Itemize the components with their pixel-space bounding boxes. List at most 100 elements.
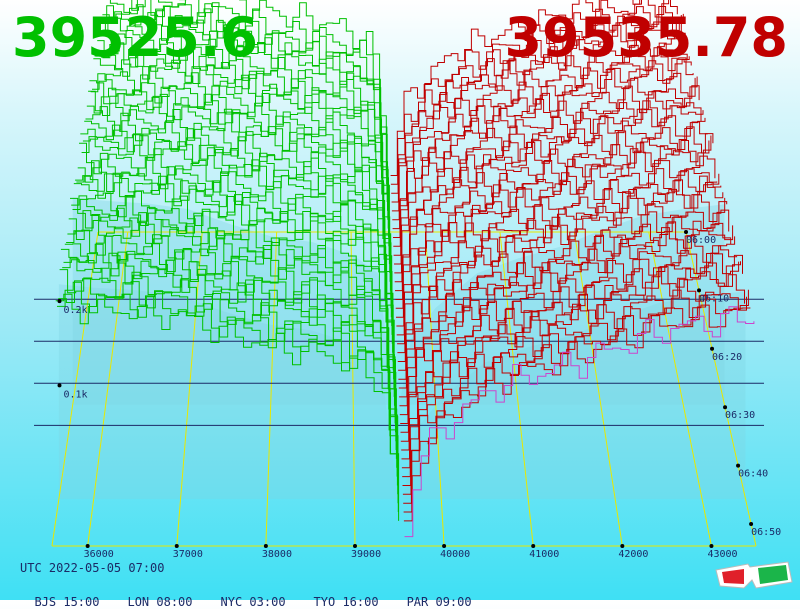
ask-depth-line bbox=[402, 261, 741, 478]
time-tick-label: 06:20 bbox=[712, 352, 742, 363]
price-tick-dot bbox=[442, 544, 447, 548]
time-tick-label: 06:10 bbox=[699, 293, 729, 304]
price-tick-dot bbox=[709, 544, 714, 548]
price-grid-line bbox=[350, 231, 356, 547]
city-time-tyo: TYO 16:00 bbox=[313, 595, 379, 609]
city-time-par: PAR 09:00 bbox=[406, 595, 472, 609]
price-grid-line bbox=[648, 231, 712, 547]
depth-tick-dot bbox=[57, 383, 62, 388]
bid-depth-line bbox=[68, 212, 396, 433]
price-grid-line bbox=[265, 231, 278, 547]
bid-depth-line bbox=[81, 133, 393, 344]
price-tick-dot bbox=[531, 544, 536, 548]
ask-depth-line bbox=[401, 253, 740, 469]
ask-depth-line bbox=[398, 170, 720, 380]
bid-depth-line bbox=[88, 90, 392, 300]
ask-depth-line bbox=[401, 245, 738, 460]
ask-depth-line bbox=[399, 201, 728, 416]
city-times: BJS 15:00 LON 08:00 NYC 03:00 TYO 16:00 PAR … bbox=[20, 581, 500, 609]
ask-depth-line bbox=[391, 0, 678, 194]
time-tick-label: 06:00 bbox=[686, 235, 716, 246]
ask-depth-line bbox=[391, 6, 680, 203]
price-tick-dot bbox=[263, 544, 268, 548]
ask-depth-line bbox=[395, 100, 702, 300]
bid-depth-line bbox=[93, 49, 390, 264]
ask-depth-line bbox=[399, 194, 726, 407]
depth-tick-label: 0.1k bbox=[64, 389, 88, 400]
time-tick-label: 06:40 bbox=[738, 469, 768, 480]
price-tick-dot bbox=[174, 544, 179, 548]
price-tick-dot bbox=[352, 544, 357, 548]
price-tick-label: 41000 bbox=[529, 549, 559, 560]
price-grid-line bbox=[573, 231, 623, 547]
time-tick-dot bbox=[710, 346, 715, 351]
ask-depth-line bbox=[396, 121, 708, 327]
ask-depth-line bbox=[393, 47, 690, 247]
price-tick-dot bbox=[620, 544, 625, 548]
price-tick-label: 42000 bbox=[618, 549, 648, 560]
ask-depth-line bbox=[403, 289, 747, 504]
bid-depth-line bbox=[79, 142, 394, 362]
bid-depth-line bbox=[55, 293, 400, 521]
ask-depth-line bbox=[398, 168, 718, 371]
ask-front-line bbox=[404, 306, 755, 538]
3d-glasses-icon[interactable] bbox=[714, 558, 794, 592]
time-tick-dot bbox=[749, 522, 754, 527]
ask-depth-line bbox=[397, 135, 712, 345]
price-tick-label: 43000 bbox=[707, 549, 737, 560]
city-time-bjs: BJS 15:00 bbox=[34, 595, 100, 609]
ask-depth-line bbox=[394, 57, 694, 265]
ask-depth-line bbox=[394, 76, 698, 283]
time-tick-label: 06:30 bbox=[725, 410, 755, 421]
depth-tick-dot bbox=[57, 299, 62, 304]
depth-lines bbox=[55, 0, 755, 538]
bid-depth-line bbox=[179, 0, 387, 176]
price-tick-label: 39000 bbox=[351, 549, 381, 560]
axis-labels: 0.1k 0.2k 36000 37000 38000 39000 40000 41000 42… bbox=[57, 230, 781, 560]
ask-depth-line bbox=[402, 274, 745, 495]
depth-tick-label: 0.2k bbox=[64, 305, 88, 316]
grid-right-edge bbox=[685, 231, 757, 547]
ask-depth-line bbox=[402, 254, 743, 486]
ask-depth-line bbox=[396, 115, 706, 318]
price-tick-label: 37000 bbox=[173, 549, 203, 560]
bid-depth-line bbox=[59, 269, 399, 495]
ask-depth-line bbox=[392, 32, 686, 230]
price-tick-label: 40000 bbox=[440, 549, 470, 560]
ask-depth-line bbox=[395, 85, 700, 292]
ask-depth-line bbox=[390, 0, 670, 185]
time-tick-dot bbox=[684, 230, 688, 234]
ask-depth-line bbox=[396, 126, 710, 336]
price-tick-label: 36000 bbox=[84, 549, 114, 560]
ask-depth-line bbox=[390, 0, 641, 176]
ask-depth-line bbox=[393, 42, 688, 238]
ask-depth-line bbox=[395, 100, 704, 309]
ask-depth-line bbox=[401, 235, 736, 451]
ask-depth-line bbox=[393, 58, 692, 256]
time-tick-dot bbox=[697, 288, 702, 293]
time-tick-dot bbox=[736, 463, 741, 468]
ask-depth-line bbox=[392, 13, 684, 221]
ask-depth-line bbox=[397, 155, 716, 362]
city-time-lon: LON 08:00 bbox=[127, 595, 193, 609]
time-tick-label: 06:50 bbox=[751, 527, 781, 538]
ask-depth-line bbox=[398, 179, 722, 389]
bid-depth-line bbox=[101, 8, 388, 211]
city-time-nyc: NYC 03:00 bbox=[220, 595, 286, 609]
ask-depth-line bbox=[400, 209, 730, 424]
price-tick-label: 38000 bbox=[262, 549, 292, 560]
price-grid-line bbox=[176, 231, 203, 547]
snapshot-fill bbox=[58, 284, 746, 499]
bid-depth-line bbox=[92, 66, 391, 273]
bid-depth-line bbox=[73, 173, 395, 397]
ask-depth-line bbox=[397, 133, 714, 354]
ask-depth-line bbox=[400, 221, 732, 433]
ask-depth-line bbox=[400, 220, 734, 442]
price-grid-line bbox=[87, 231, 129, 547]
time-tick-dot bbox=[723, 405, 728, 410]
ask-depth-line bbox=[403, 304, 751, 522]
utc-timestamp: UTC 2022-05-05 07:00 bbox=[20, 561, 165, 575]
bid-depth-line bbox=[82, 124, 393, 335]
ask-depth-line bbox=[391, 15, 682, 212]
